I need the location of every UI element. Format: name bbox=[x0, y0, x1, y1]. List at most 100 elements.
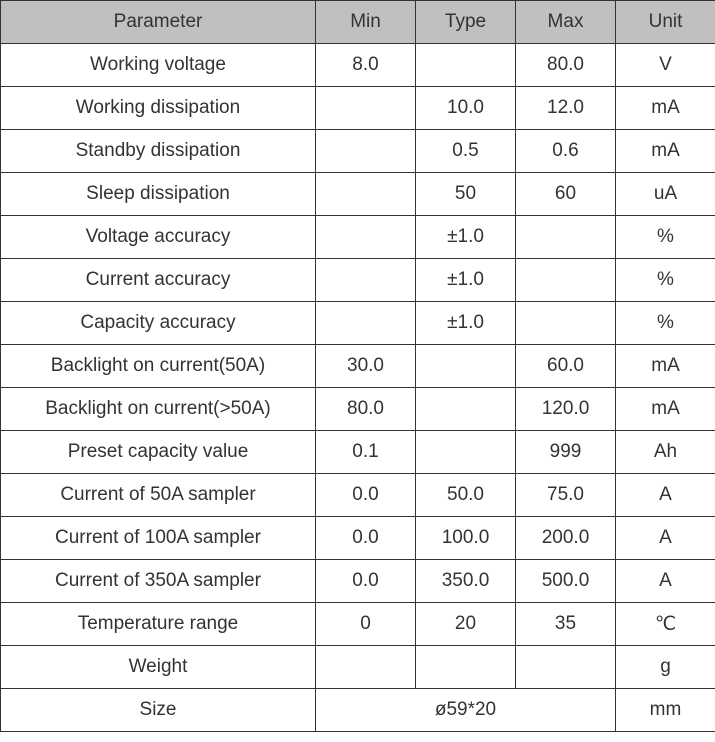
table-body: Working voltage 8.0 80.0 V Working dissi… bbox=[1, 44, 715, 732]
table-row: Capacity accuracy ±1.0 % bbox=[1, 302, 715, 345]
table-row: Temperature range 0 20 35 ℃ bbox=[1, 603, 715, 646]
cell-type bbox=[416, 646, 516, 689]
cell-param: Backlight on current(50A) bbox=[1, 345, 316, 388]
cell-unit: A bbox=[616, 560, 715, 603]
cell-max: 35 bbox=[516, 603, 616, 646]
cell-size-value: ø59*20 bbox=[316, 689, 616, 732]
cell-param: Current of 50A sampler bbox=[1, 474, 316, 517]
table-row: Current accuracy ±1.0 % bbox=[1, 259, 715, 302]
cell-min: 30.0 bbox=[316, 345, 416, 388]
cell-param: Temperature range bbox=[1, 603, 316, 646]
cell-max bbox=[516, 216, 616, 259]
table-row: Weight g bbox=[1, 646, 715, 689]
cell-max: 120.0 bbox=[516, 388, 616, 431]
cell-type: 50.0 bbox=[416, 474, 516, 517]
cell-min bbox=[316, 173, 416, 216]
table-row: Backlight on current(>50A) 80.0 120.0 mA bbox=[1, 388, 715, 431]
cell-unit: % bbox=[616, 259, 715, 302]
table-row: Backlight on current(50A) 30.0 60.0 mA bbox=[1, 345, 715, 388]
cell-param: Sleep dissipation bbox=[1, 173, 316, 216]
table-row: Working voltage 8.0 80.0 V bbox=[1, 44, 715, 87]
spec-table: Parameter Min Type Max Unit Working volt… bbox=[0, 0, 715, 732]
cell-unit: mm bbox=[616, 689, 715, 732]
cell-min: 0.1 bbox=[316, 431, 416, 474]
cell-param: Current of 350A sampler bbox=[1, 560, 316, 603]
col-header-parameter: Parameter bbox=[1, 1, 316, 44]
col-header-type: Type bbox=[416, 1, 516, 44]
cell-param: Capacity accuracy bbox=[1, 302, 316, 345]
cell-max: 999 bbox=[516, 431, 616, 474]
cell-unit: % bbox=[616, 216, 715, 259]
cell-max bbox=[516, 646, 616, 689]
cell-unit: ℃ bbox=[616, 603, 715, 646]
cell-min: 0 bbox=[316, 603, 416, 646]
cell-unit: % bbox=[616, 302, 715, 345]
table-row: Current of 50A sampler 0.0 50.0 75.0 A bbox=[1, 474, 715, 517]
cell-unit: A bbox=[616, 474, 715, 517]
table-row-size: Size ø59*20 mm bbox=[1, 689, 715, 732]
table-row: Sleep dissipation 50 60 uA bbox=[1, 173, 715, 216]
cell-min: 80.0 bbox=[316, 388, 416, 431]
table-row: Preset capacity value 0.1 999 Ah bbox=[1, 431, 715, 474]
col-header-max: Max bbox=[516, 1, 616, 44]
cell-max bbox=[516, 302, 616, 345]
cell-min bbox=[316, 87, 416, 130]
cell-min: 8.0 bbox=[316, 44, 416, 87]
cell-type bbox=[416, 345, 516, 388]
table-row: Working dissipation 10.0 12.0 mA bbox=[1, 87, 715, 130]
table-row: Current of 350A sampler 0.0 350.0 500.0 … bbox=[1, 560, 715, 603]
cell-type: 10.0 bbox=[416, 87, 516, 130]
cell-max: 200.0 bbox=[516, 517, 616, 560]
cell-param: Size bbox=[1, 689, 316, 732]
cell-unit: mA bbox=[616, 388, 715, 431]
cell-max: 80.0 bbox=[516, 44, 616, 87]
table-row: Current of 100A sampler 0.0 100.0 200.0 … bbox=[1, 517, 715, 560]
cell-min: 0.0 bbox=[316, 474, 416, 517]
cell-param: Current of 100A sampler bbox=[1, 517, 316, 560]
cell-type: 350.0 bbox=[416, 560, 516, 603]
cell-type: 0.5 bbox=[416, 130, 516, 173]
cell-param: Backlight on current(>50A) bbox=[1, 388, 316, 431]
cell-min: 0.0 bbox=[316, 560, 416, 603]
cell-unit: g bbox=[616, 646, 715, 689]
cell-type: ±1.0 bbox=[416, 259, 516, 302]
cell-param: Standby dissipation bbox=[1, 130, 316, 173]
col-header-unit: Unit bbox=[616, 1, 715, 44]
cell-type bbox=[416, 44, 516, 87]
cell-min bbox=[316, 302, 416, 345]
col-header-min: Min bbox=[316, 1, 416, 44]
cell-type: ±1.0 bbox=[416, 302, 516, 345]
cell-param: Working dissipation bbox=[1, 87, 316, 130]
cell-unit: uA bbox=[616, 173, 715, 216]
cell-min bbox=[316, 259, 416, 302]
cell-max: 500.0 bbox=[516, 560, 616, 603]
cell-unit: mA bbox=[616, 130, 715, 173]
cell-unit: A bbox=[616, 517, 715, 560]
cell-unit: V bbox=[616, 44, 715, 87]
cell-type: 20 bbox=[416, 603, 516, 646]
cell-min bbox=[316, 130, 416, 173]
cell-max: 12.0 bbox=[516, 87, 616, 130]
cell-unit: mA bbox=[616, 87, 715, 130]
cell-type bbox=[416, 388, 516, 431]
table-header-row: Parameter Min Type Max Unit bbox=[1, 1, 715, 44]
cell-unit: mA bbox=[616, 345, 715, 388]
cell-param: Voltage accuracy bbox=[1, 216, 316, 259]
cell-type: 100.0 bbox=[416, 517, 516, 560]
table-row: Voltage accuracy ±1.0 % bbox=[1, 216, 715, 259]
cell-param: Weight bbox=[1, 646, 316, 689]
cell-min bbox=[316, 216, 416, 259]
cell-unit: Ah bbox=[616, 431, 715, 474]
cell-max bbox=[516, 259, 616, 302]
cell-param: Working voltage bbox=[1, 44, 316, 87]
cell-min: 0.0 bbox=[316, 517, 416, 560]
cell-max: 60.0 bbox=[516, 345, 616, 388]
cell-type: 50 bbox=[416, 173, 516, 216]
cell-param: Preset capacity value bbox=[1, 431, 316, 474]
cell-type bbox=[416, 431, 516, 474]
cell-max: 0.6 bbox=[516, 130, 616, 173]
cell-type: ±1.0 bbox=[416, 216, 516, 259]
cell-param: Current accuracy bbox=[1, 259, 316, 302]
cell-max: 75.0 bbox=[516, 474, 616, 517]
table-row: Standby dissipation 0.5 0.6 mA bbox=[1, 130, 715, 173]
